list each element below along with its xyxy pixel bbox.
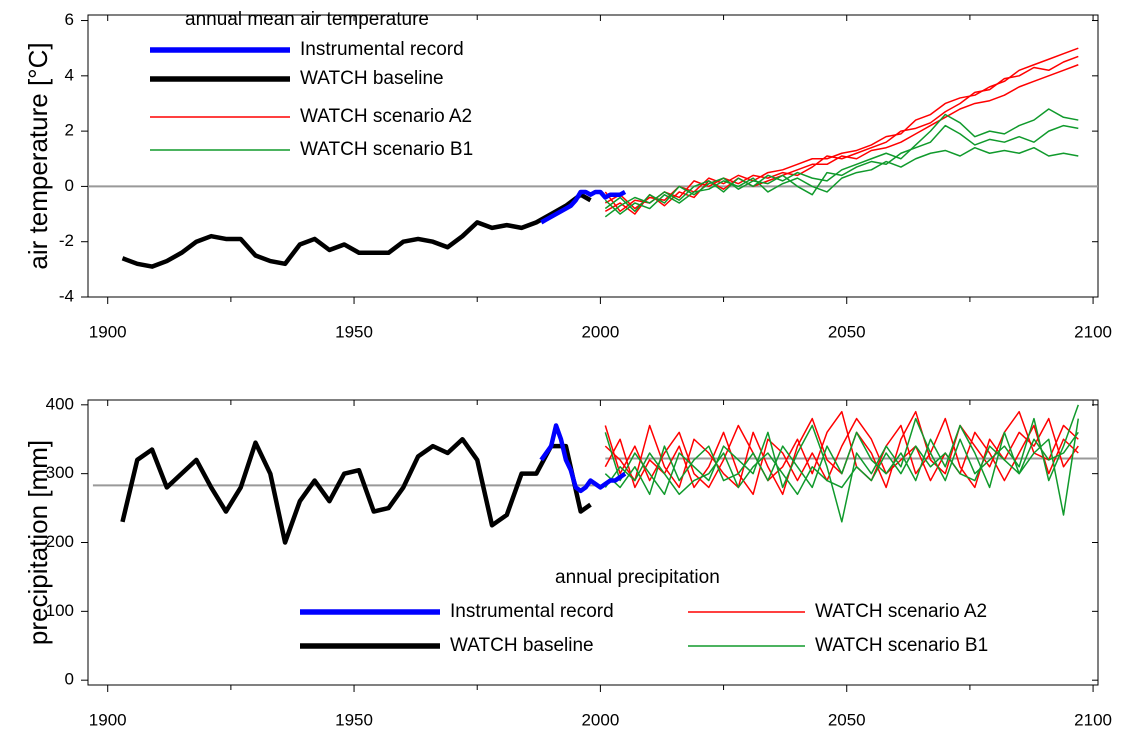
data-line <box>604 108 1079 218</box>
y-axis-label: air temperature [°C] <box>23 42 53 269</box>
legend-label: WATCH scenario A2 <box>815 601 987 622</box>
y-tick-label: 100 <box>46 601 74 620</box>
data-line <box>604 124 1079 213</box>
data-line <box>604 146 1079 215</box>
legend-label: WATCH baseline <box>300 68 444 89</box>
y-tick-label: 4 <box>65 65 74 84</box>
legend-label: WATCH scenario B1 <box>300 139 473 160</box>
x-tick-label: 2050 <box>828 322 866 341</box>
legend-label: WATCH scenario A2 <box>300 106 472 127</box>
legend-label: Instrumental record <box>300 39 464 60</box>
y-tick-label: 2 <box>65 121 74 140</box>
y-tick-label: -2 <box>59 231 74 250</box>
data-line <box>604 55 1079 213</box>
y-tick-label: 400 <box>46 394 74 413</box>
y-tick-label: 200 <box>46 532 74 551</box>
y-tick-label: 0 <box>65 670 74 689</box>
data-line <box>604 47 1079 210</box>
data-line <box>604 418 1080 516</box>
legend-label: Instrumental record <box>450 601 614 622</box>
x-tick-label: 2000 <box>581 322 619 341</box>
data-line <box>540 189 627 225</box>
x-tick-label: 2100 <box>1074 710 1112 729</box>
y-axis-label: precipitation [mm] <box>23 440 53 645</box>
x-tick-label: 1950 <box>335 710 373 729</box>
x-tick-label: 2050 <box>828 710 866 729</box>
y-tick-label: 6 <box>65 10 74 29</box>
legend-title: annual mean air temperature <box>185 9 429 30</box>
data-line <box>120 436 592 545</box>
x-tick-label: 1950 <box>335 322 373 341</box>
x-tick-label: 2100 <box>1074 322 1112 341</box>
y-tick-label: -4 <box>59 286 74 305</box>
data-line <box>604 431 1079 496</box>
x-tick-label: 2000 <box>581 710 619 729</box>
x-tick-label: 1900 <box>89 710 127 729</box>
legend-title: annual precipitation <box>555 567 720 588</box>
legend-label: WATCH scenario B1 <box>815 635 988 656</box>
y-tick-label: 0 <box>65 176 74 195</box>
legend-label: WATCH baseline <box>450 635 594 656</box>
data-line <box>121 192 592 269</box>
data-line <box>539 423 627 494</box>
y-tick-label: 300 <box>46 463 74 482</box>
plot-frame <box>87 14 1099 298</box>
data-line <box>604 417 1079 496</box>
data-line <box>604 64 1079 215</box>
x-tick-label: 1900 <box>89 322 127 341</box>
